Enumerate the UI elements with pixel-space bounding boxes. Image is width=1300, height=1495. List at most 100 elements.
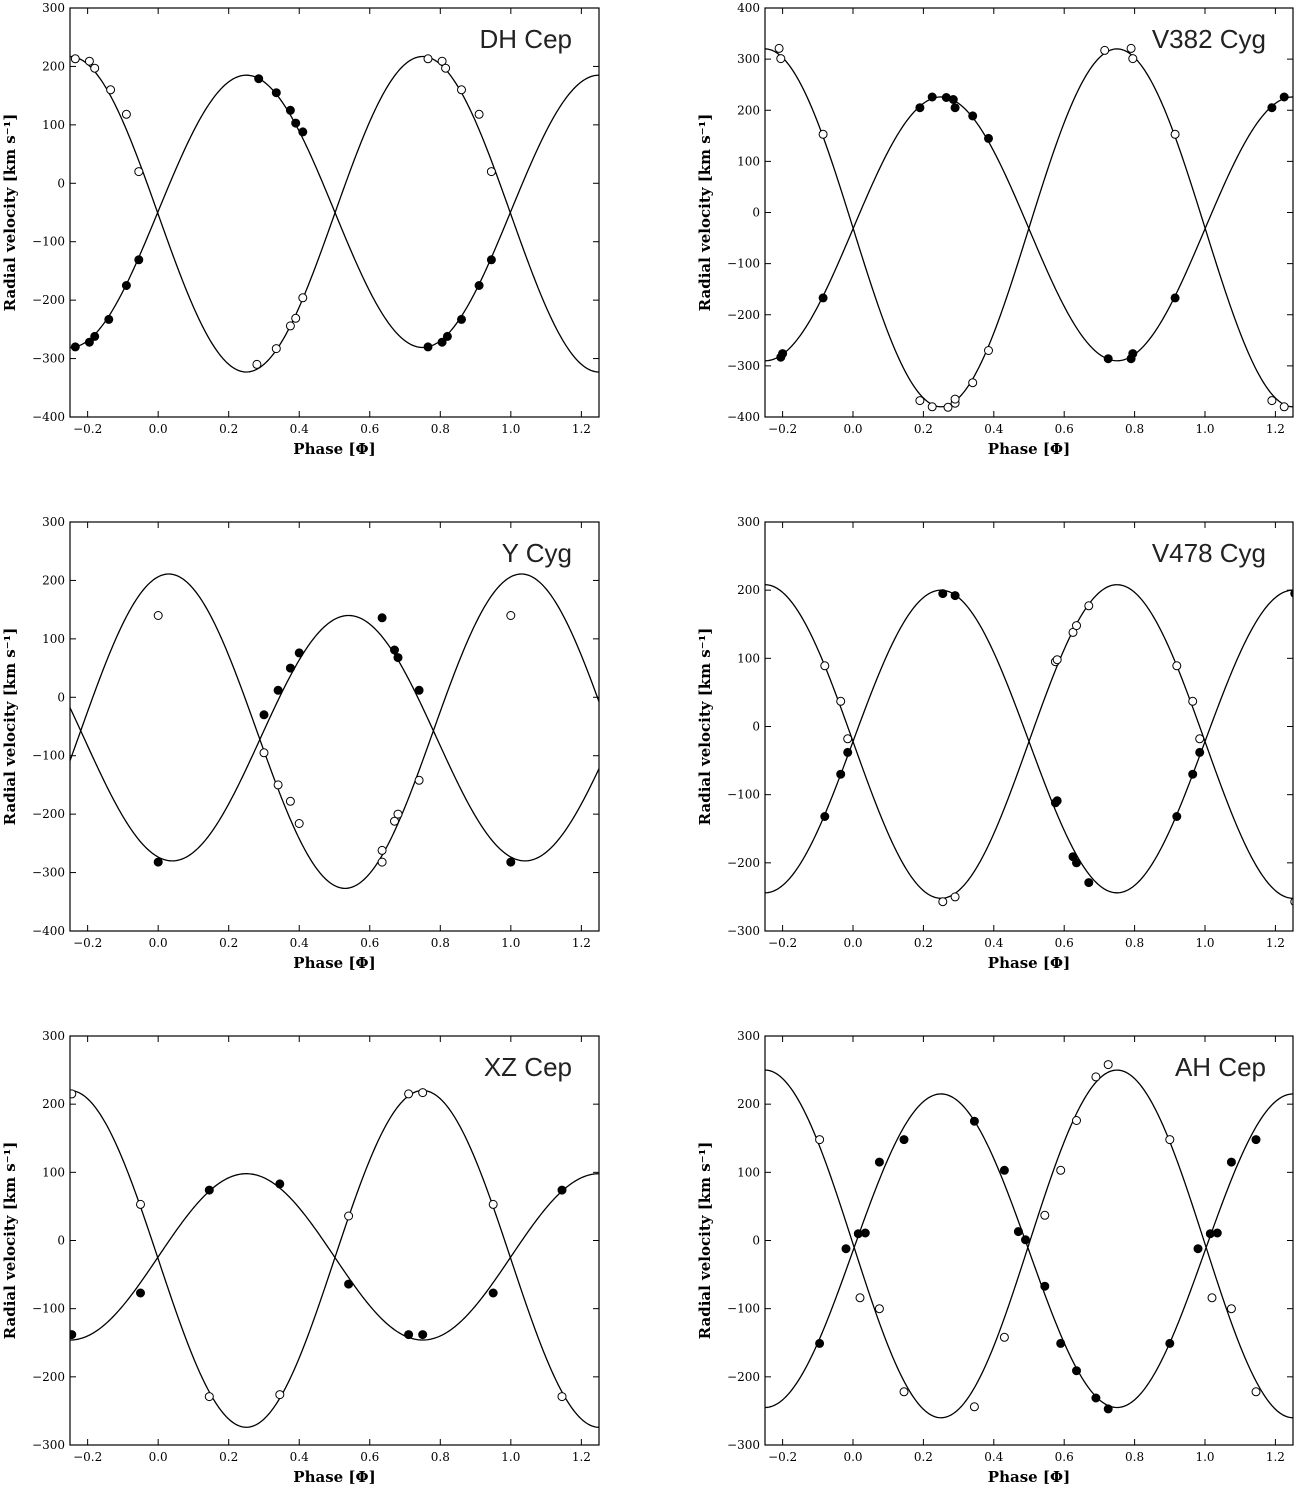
x-tick-label: 0.8: [1125, 422, 1144, 436]
primary-data-point: [153, 857, 163, 867]
x-tick-label: 0.6: [1055, 422, 1074, 436]
primary-data-point: [136, 1288, 145, 1298]
x-tick-label: 0.0: [149, 422, 168, 436]
x-tick-label: 0.8: [431, 936, 450, 950]
primary-data-point: [414, 685, 424, 695]
x-tick-label: 0.4: [984, 1450, 1003, 1464]
y-axis-label: Radial velocity [km s⁻¹]: [696, 1142, 714, 1340]
y-tick-label: −300: [727, 1438, 760, 1452]
y-tick-label: 0: [752, 720, 760, 734]
x-tick-label: 0.6: [360, 936, 379, 950]
x-tick-label: −0.2: [768, 1450, 797, 1464]
y-tick-label: 300: [737, 52, 760, 66]
secondary-data-point: [437, 56, 447, 66]
y-tick-label: −100: [727, 1302, 760, 1316]
y-tick-label: 100: [42, 1165, 65, 1179]
x-axis-label: Phase [Φ]: [988, 954, 1070, 972]
chart-panel-3: −0.2 0.0 0.2 0.4 0.6 0.8 1.0 1.2 −400 −300 −200 −10…: [1, 515, 600, 972]
primary-data-point: [927, 92, 937, 102]
secondary-data-point: [1290, 897, 1293, 906]
primary-data-point: [486, 255, 496, 265]
chart-panel-5: −0.2 0.0 0.2 0.4 0.6 0.8 1.0 1.2 −300 −200 −100 0 10…: [1, 1029, 600, 1486]
x-tick-label: 0.4: [984, 936, 1003, 950]
y-tick-label: 100: [737, 651, 760, 665]
secondary-fit-curve: [70, 573, 599, 890]
x-tick-label: 1.2: [572, 1450, 591, 1464]
x-tick-label: 1.0: [1195, 422, 1214, 436]
primary-data-point: [393, 653, 403, 663]
secondary-data-point: [1170, 129, 1180, 139]
secondary-data-point: [377, 857, 387, 867]
primary-data-point: [969, 1116, 979, 1126]
y-tick-label: −200: [727, 308, 760, 322]
secondary-data-point: [1072, 1116, 1081, 1125]
primary-data-point: [841, 1244, 851, 1254]
y-tick-label: −100: [32, 235, 65, 249]
x-tick-label: 0.4: [290, 422, 309, 436]
secondary-data-point: [298, 293, 308, 303]
primary-data-point: [474, 281, 484, 290]
secondary-data-point: [1126, 43, 1136, 53]
primary-data-point: [1103, 354, 1113, 364]
secondary-data-point: [820, 661, 830, 671]
primary-data-point: [1267, 103, 1277, 113]
y-tick-label: 100: [42, 118, 65, 132]
secondary-data-point: [486, 167, 496, 177]
chart-panel-6: −0.2 0.0 0.2 0.4 0.6 0.8 1.0 1.2 −300 −200 −100 0 10…: [696, 1029, 1294, 1486]
primary-data-point: [1226, 1157, 1236, 1167]
primary-data-point: [938, 589, 948, 599]
y-tick-label: −400: [32, 924, 65, 938]
secondary-data-point: [271, 344, 281, 354]
primary-data-point: [778, 349, 788, 359]
primary-data-point: [488, 1288, 498, 1298]
secondary-data-point: [1084, 601, 1094, 611]
secondary-data-point: [1100, 45, 1110, 55]
secondary-data-point: [70, 54, 80, 64]
secondary-data-point: [294, 819, 304, 828]
x-tick-label: 0.2: [219, 422, 238, 436]
x-tick-label: 0.6: [1055, 936, 1074, 950]
secondary-fit-curve: [765, 48, 1293, 408]
y-axis-label: Radial velocity [km s⁻¹]: [1, 1142, 19, 1340]
secondary-data-point: [291, 313, 301, 323]
plot-frame: [69, 521, 600, 932]
primary-data-point: [457, 314, 466, 324]
secondary-data-point: [1226, 1304, 1236, 1314]
primary-data-point: [815, 1338, 825, 1348]
y-tick-label: −300: [32, 1438, 65, 1452]
primary-data-point: [557, 1185, 567, 1195]
panel-title: AH Cep: [1175, 1052, 1266, 1082]
secondary-data-point: [557, 1392, 567, 1402]
primary-data-point: [437, 337, 447, 347]
x-tick-label: −0.2: [73, 422, 102, 436]
secondary-data-point: [899, 1387, 909, 1397]
y-axis-label: Radial velocity [km s⁻¹]: [1, 628, 19, 826]
x-tick-label: 0.4: [290, 936, 309, 950]
secondary-data-point: [815, 1135, 825, 1145]
y-tick-label: −300: [32, 352, 65, 366]
secondary-data-point: [70, 1089, 77, 1099]
secondary-data-point: [285, 796, 295, 806]
secondary-data-point: [393, 809, 403, 819]
primary-data-point: [90, 331, 100, 341]
x-tick-label: 0.6: [360, 1450, 379, 1464]
secondary-fit-curve: [70, 55, 599, 373]
primary-fit-curve: [70, 74, 599, 349]
secondary-data-point: [457, 85, 466, 95]
y-tick-label: 300: [42, 1029, 65, 1043]
primary-data-point: [836, 769, 846, 779]
primary-data-point: [1128, 349, 1138, 359]
primary-data-point: [1040, 1281, 1050, 1291]
x-tick-label: 1.0: [501, 936, 520, 950]
secondary-data-point: [285, 321, 295, 331]
primary-data-point: [1290, 589, 1293, 598]
x-tick-label: 0.6: [1055, 1450, 1074, 1464]
x-axis-label: Phase [Φ]: [293, 954, 375, 972]
x-tick-label: 1.0: [1195, 1450, 1214, 1464]
secondary-data-point: [84, 56, 94, 66]
y-tick-label: −300: [727, 359, 760, 373]
y-tick-label: −400: [32, 410, 65, 424]
primary-data-point: [134, 255, 144, 265]
x-tick-label: 0.4: [290, 1450, 309, 1464]
panel-title: XZ Cep: [484, 1052, 572, 1082]
